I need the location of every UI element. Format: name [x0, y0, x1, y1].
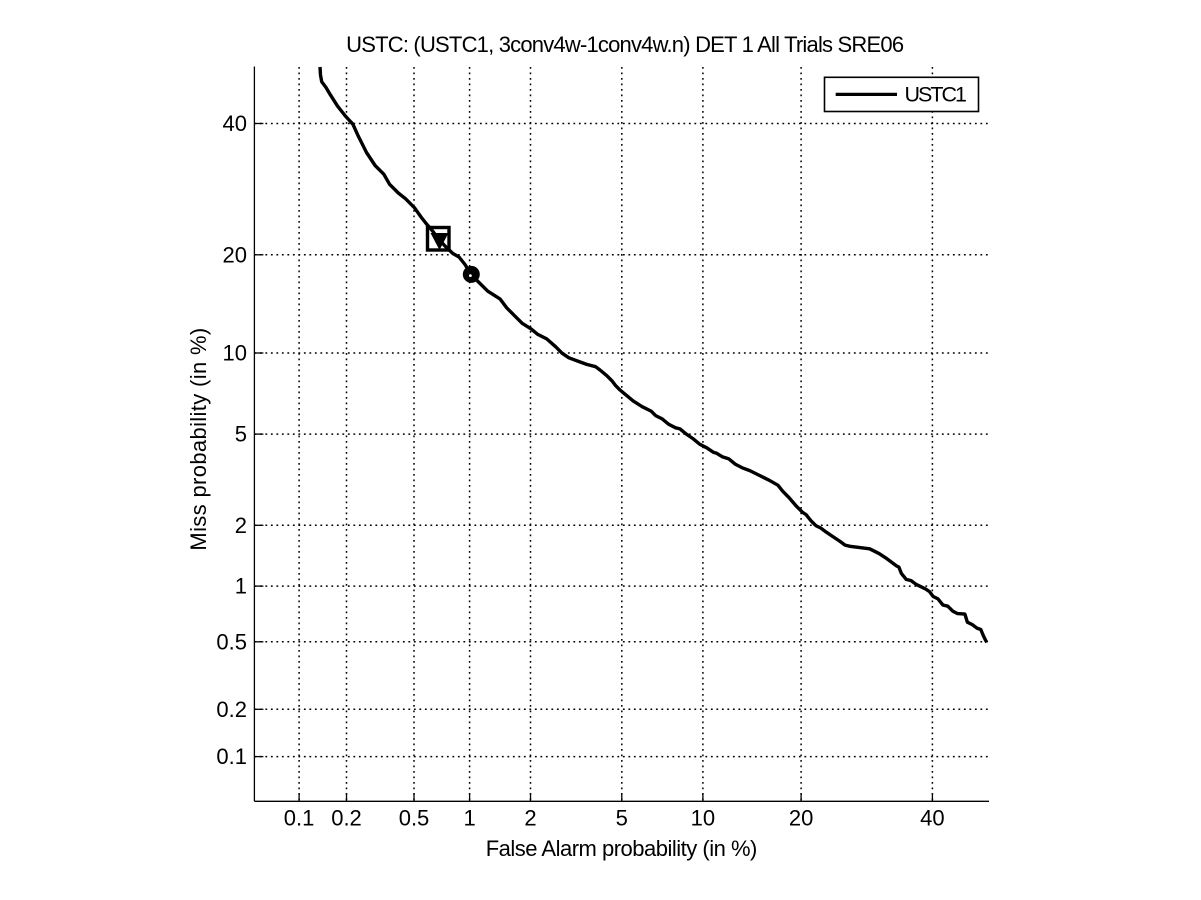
- svg-text:False Alarm probability (in %): False Alarm probability (in %): [486, 836, 757, 861]
- svg-text:USTC1: USTC1: [905, 83, 967, 107]
- svg-text:0.5: 0.5: [216, 629, 247, 654]
- svg-text:5: 5: [616, 806, 628, 831]
- svg-text:Miss probability (in %): Miss probability (in %): [186, 327, 211, 550]
- svg-text:20: 20: [223, 242, 247, 267]
- svg-text:1: 1: [463, 806, 475, 831]
- svg-text:40: 40: [223, 111, 247, 136]
- svg-text:USTC: (USTC1, 3conv4w-1conv4w.: USTC: (USTC1, 3conv4w-1conv4w.n) DET 1 A…: [346, 32, 904, 57]
- svg-text:0.5: 0.5: [399, 806, 430, 831]
- svg-text:10: 10: [691, 806, 715, 831]
- svg-text:5: 5: [235, 422, 247, 447]
- svg-text:10: 10: [223, 341, 247, 366]
- svg-text:0.1: 0.1: [216, 744, 247, 769]
- svg-text:20: 20: [789, 806, 813, 831]
- svg-text:1: 1: [235, 574, 247, 599]
- svg-text:2: 2: [235, 513, 247, 538]
- svg-text:0.2: 0.2: [331, 806, 362, 831]
- svg-text:2: 2: [524, 806, 536, 831]
- svg-text:0.2: 0.2: [216, 697, 247, 722]
- svg-text:40: 40: [920, 806, 944, 831]
- svg-text:0.1: 0.1: [284, 806, 315, 831]
